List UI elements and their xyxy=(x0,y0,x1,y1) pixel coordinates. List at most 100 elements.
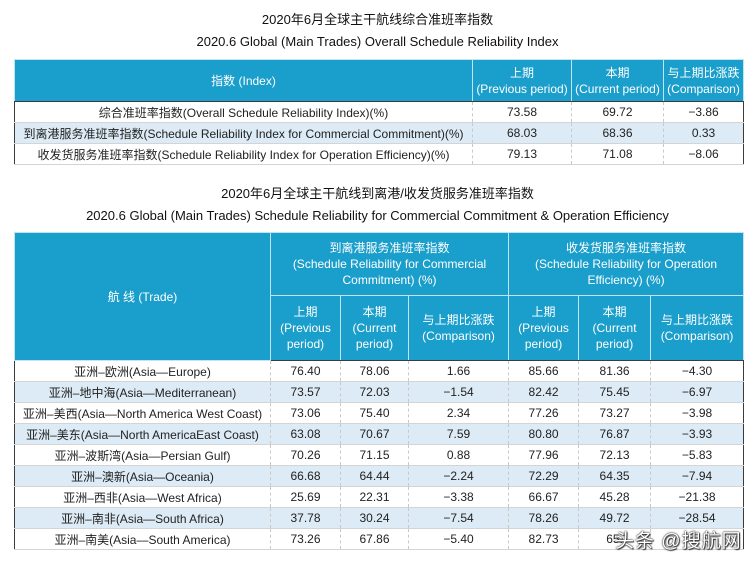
oe-comparison: −5.83 xyxy=(650,444,745,466)
cc-previous: 70.26 xyxy=(270,444,341,466)
oe-comparison: −3.98 xyxy=(650,402,745,424)
cc-current: 75.40 xyxy=(340,402,409,424)
previous-value: 68.03 xyxy=(472,122,572,144)
oe-previous: 72.29 xyxy=(508,465,580,487)
index-name: 收发货服务准班率指数(Schedule Reliability Index fo… xyxy=(14,143,473,165)
table1-header-row: 指数 (Index) 上期 (Previous period) 本期 (Curr… xyxy=(14,59,744,102)
oe-previous: 77.26 xyxy=(508,402,580,424)
cc-comparison: 1.66 xyxy=(407,360,510,382)
cc-comparison: −1.54 xyxy=(407,381,510,403)
watermark-text: 头条 @搜航网 xyxy=(615,531,742,552)
header-comp-cn: 与上期比涨跌 xyxy=(667,65,740,80)
cc-previous: 63.08 xyxy=(270,423,341,445)
oe-previous: 80.80 xyxy=(508,423,580,445)
label-prev-en1: (Previous xyxy=(280,321,331,335)
label-curr-en1: (Current xyxy=(592,321,637,335)
comparison-value: 0.33 xyxy=(663,122,744,144)
label-prev-en1: (Previous xyxy=(518,321,569,335)
table2-sub-header-row: 上期 (Previous period) 本期 (Current period)… xyxy=(15,295,745,361)
header-index: 指数 (Index) xyxy=(14,59,473,102)
cc-comparison: −2.24 xyxy=(407,465,510,487)
header-cc-comparison: 与上期比涨跌 (Comparison) xyxy=(407,295,510,361)
comparison-value: −8.06 xyxy=(663,143,744,165)
header-oe-previous: 上期 (Previous period) xyxy=(508,295,580,361)
label-comp-cn: 与上期比涨跌 xyxy=(422,313,495,327)
cc-current: 67.86 xyxy=(340,528,409,550)
header-operation-efficiency: 收发货服务准班率指数 (Schedule Reliability for Ope… xyxy=(508,232,745,296)
label-curr-cn: 本期 xyxy=(362,305,387,319)
header-group1-en: (Schedule Reliability for Commercial Com… xyxy=(292,257,487,287)
cc-comparison: 0.88 xyxy=(407,444,510,466)
label-prev-en2: period) xyxy=(286,337,325,351)
trade-name: 亚洲–地中海(Asia—Mediterranean) xyxy=(14,381,271,403)
cc-comparison: −3.38 xyxy=(407,486,510,508)
current-value: 68.36 xyxy=(571,122,664,144)
oe-comparison: −28.54 xyxy=(650,507,745,529)
oe-previous: 82.73 xyxy=(508,528,580,550)
table2-title-cn: 2020年6月全球主干航线到离港/收发货服务准班率指数 xyxy=(221,186,534,201)
oe-comparison: −21.38 xyxy=(650,486,745,508)
label-curr-cn: 本期 xyxy=(602,305,627,319)
oe-previous: 85.66 xyxy=(508,360,580,382)
table-row: 亚洲–澳新(Asia—Oceania) 66.68 64.44 −2.24 72… xyxy=(14,465,745,487)
header-curr-en: (Current period) xyxy=(575,81,660,96)
label-curr-en1: (Current xyxy=(352,321,397,335)
header-group2-en: (Schedule Reliability for Operation Effi… xyxy=(534,257,718,287)
label-curr-en2: period) xyxy=(595,337,634,351)
header-curr-cn: 本期 xyxy=(605,65,630,80)
trade-reliability-table: 航 线 (Trade) 到离港服务准班率指数 (Schedule Reliabi… xyxy=(14,232,745,550)
header-commercial-commitment: 到离港服务准班率指数 (Schedule Reliability for Com… xyxy=(269,232,510,296)
table-row: 亚洲–南非(Asia—South Africa) 37.78 30.24 −7.… xyxy=(14,507,745,529)
current-value: 71.08 xyxy=(571,143,664,165)
cc-current: 72.03 xyxy=(340,381,409,403)
header-oe-current: 本期 (Current period) xyxy=(578,295,652,361)
cc-current: 78.06 xyxy=(340,360,409,382)
oe-current: 73.27 xyxy=(578,402,652,424)
oe-current: 64.35 xyxy=(578,465,652,487)
table-row: 亚洲–南美(Asia—South America) 73.26 67.86 −5… xyxy=(14,528,745,550)
oe-comparison: −6.97 xyxy=(650,381,745,403)
oe-previous: 82.42 xyxy=(508,381,580,403)
cc-current: 64.44 xyxy=(340,465,409,487)
table1-title-en: 2020.6 Global (Main Trades) Overall Sche… xyxy=(196,34,559,49)
index-name: 到离港服务准班率指数(Schedule Reliability Index fo… xyxy=(14,122,473,144)
cc-comparison: −7.54 xyxy=(407,507,510,529)
trade-name: 亚洲–西非(Asia—West Africa) xyxy=(14,486,271,508)
header-comparison: 与上期比涨跌 (Comparison) xyxy=(663,59,744,102)
header-cc-current: 本期 (Current period) xyxy=(340,295,409,361)
table-row: 亚洲–西非(Asia—West Africa) 25.69 22.31 −3.3… xyxy=(14,486,745,508)
header-prev-cn: 上期 xyxy=(509,65,534,80)
cc-current: 22.31 xyxy=(340,486,409,508)
header-group2-cn: 收发货服务准班率指数 xyxy=(566,241,687,255)
oe-current: 49.72 xyxy=(578,507,652,529)
oe-previous: 78.26 xyxy=(508,507,580,529)
cc-previous: 76.40 xyxy=(270,360,341,382)
oe-comparison xyxy=(650,528,745,550)
current-value: 69.72 xyxy=(571,101,664,123)
trade-name: 亚洲–美西(Asia—North America West Coast) xyxy=(14,402,271,424)
table-row: 亚洲–欧洲(Asia—Europe) 76.40 78.06 1.66 85.6… xyxy=(14,360,745,382)
header-comp-en: (Comparison) xyxy=(667,81,740,96)
oe-current: 45.28 xyxy=(578,486,652,508)
header-previous-period: 上期 (Previous period) xyxy=(472,59,572,102)
overall-reliability-table: 指数 (Index) 上期 (Previous period) 本期 (Curr… xyxy=(14,59,744,165)
header-trade: 航 线 (Trade) xyxy=(14,232,271,361)
cc-comparison: 7.59 xyxy=(407,423,510,445)
table-row: 亚洲–美西(Asia—North America West Coast) 73.… xyxy=(14,402,745,424)
label-prev-en2: period) xyxy=(524,337,563,351)
oe-previous: 77.96 xyxy=(508,444,580,466)
table2-title-en: 2020.6 Global (Main Trades) Schedule Rel… xyxy=(86,208,669,223)
oe-comparison: −3.93 xyxy=(650,423,745,445)
label-comp-en: (Comparison) xyxy=(660,329,734,343)
oe-current: 81.36 xyxy=(578,360,652,382)
header-current-period: 本期 (Current period) xyxy=(571,59,664,102)
header-cc-previous: 上期 (Previous period) xyxy=(270,295,341,361)
cc-comparison: 2.34 xyxy=(407,402,510,424)
cc-previous: 73.06 xyxy=(270,402,341,424)
cc-current: 70.67 xyxy=(340,423,409,445)
cc-comparison: −5.40 xyxy=(407,528,510,550)
label-comp-en: (Comparison) xyxy=(422,329,495,343)
label-prev-cn: 上期 xyxy=(293,305,318,319)
oe-comparison: −7.94 xyxy=(650,465,745,487)
trade-name: 亚洲–南美(Asia—South America) xyxy=(14,528,271,550)
